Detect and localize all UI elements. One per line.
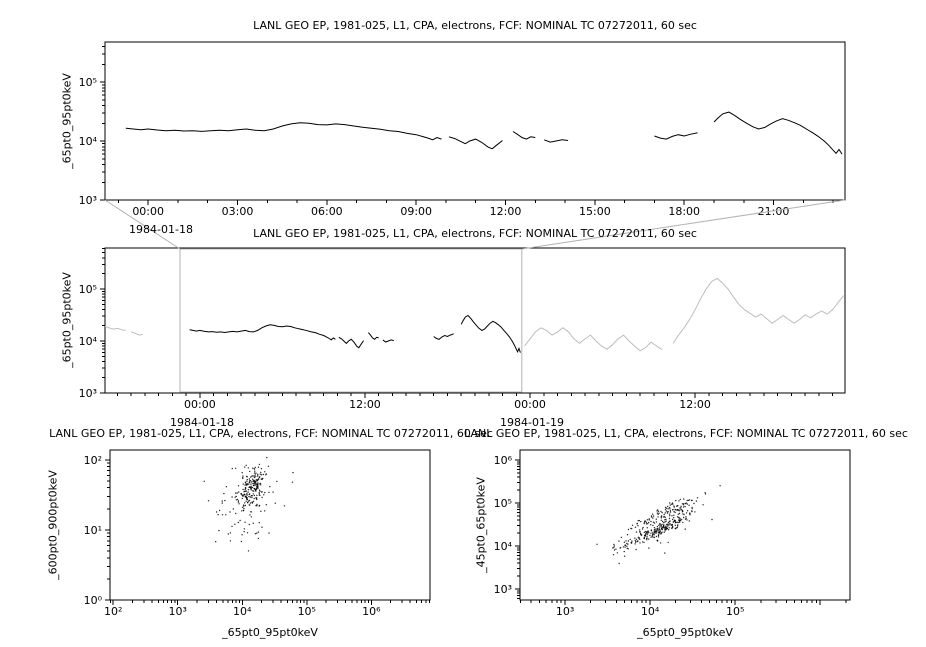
panel-context-date-label-2: 1984-01-19 xyxy=(500,416,564,429)
panel-scatter-right-xlabel: _65pt0_95pt0keV xyxy=(637,626,733,639)
svg-text:10⁴: 10⁴ xyxy=(79,335,98,348)
svg-text:10³: 10³ xyxy=(79,194,97,207)
panel-context-ylabel: _65pt0_95pt0keV xyxy=(60,272,74,368)
svg-text:09:00: 09:00 xyxy=(400,205,432,218)
svg-text:12:00: 12:00 xyxy=(679,398,711,411)
series-context-outside-range xyxy=(130,331,143,336)
series-selected-range xyxy=(368,332,379,340)
svg-text:21:00: 21:00 xyxy=(758,205,790,218)
series-electron-flux-65-95keV xyxy=(512,131,536,140)
svg-text:10⁶: 10⁶ xyxy=(494,454,513,467)
axis-ticks-top xyxy=(100,46,834,205)
svg-text:10⁵: 10⁵ xyxy=(79,76,97,89)
svg-text:10³: 10³ xyxy=(79,387,97,400)
panel-scatter-left-xlabel: _65pt0_95pt0keV xyxy=(222,626,318,639)
context-connector-right xyxy=(521,199,846,250)
svg-text:10⁶: 10⁶ xyxy=(362,605,381,618)
svg-text:10⁵: 10⁵ xyxy=(726,605,744,618)
svg-text:15:00: 15:00 xyxy=(579,205,611,218)
panel-scatter-right-ylabel: _45pt0_65pt0keV xyxy=(474,477,488,573)
panel-context-date-label-1: 1984-01-18 xyxy=(170,416,234,429)
plot-area-context[interactable] xyxy=(104,247,846,394)
panel-scatter-left: 10² 10³ 10⁴ 10⁵ 10⁶ 10⁰ 10¹ 10² xyxy=(84,449,431,618)
svg-text:12:00: 12:00 xyxy=(349,398,381,411)
series-selected-range xyxy=(189,324,336,341)
svg-text:10⁵: 10⁵ xyxy=(79,283,97,296)
series-electron-flux-65-95keV xyxy=(544,139,569,143)
series-context-outside-range xyxy=(524,327,663,352)
svg-text:10⁴: 10⁴ xyxy=(79,135,98,148)
svg-text:10³: 10³ xyxy=(169,605,187,618)
plot-area-scatter-left[interactable] xyxy=(109,449,431,601)
svg-text:10⁴: 10⁴ xyxy=(641,605,660,618)
svg-text:10⁴: 10⁴ xyxy=(494,540,513,553)
panel-scatter-left-title: LANL GEO EP, 1981-025, L1, CPA, electron… xyxy=(49,427,493,440)
series-context-outside-range xyxy=(672,277,844,344)
panel-top-date-label: 1984-01-18 xyxy=(129,223,193,236)
svg-text:06:00: 06:00 xyxy=(311,205,343,218)
series-electron-flux-65-95keV xyxy=(713,111,843,155)
svg-text:00:00: 00:00 xyxy=(184,398,216,411)
panel-context-title: LANL GEO EP, 1981-025, L1, CPA, electron… xyxy=(253,227,697,240)
axis-ticks-context xyxy=(100,248,834,398)
svg-text:10³: 10³ xyxy=(494,583,512,596)
svg-text:00:00: 00:00 xyxy=(132,205,164,218)
series-selected-range xyxy=(338,336,365,349)
svg-text:00:00: 00:00 xyxy=(514,398,546,411)
panel-context: 00:00 12:00 00:00 12:00 10³ 10⁴ 10⁵ xyxy=(79,247,846,411)
panel-scatter-right: 10³ 10⁴ 10⁵ 10³ 10⁴ 10⁵ 10⁶ xyxy=(494,449,851,618)
series-electron-flux-65-95keV xyxy=(448,136,503,150)
svg-text:12:00: 12:00 xyxy=(490,205,522,218)
series-electron-flux-65-95keV xyxy=(654,132,698,140)
axis-tick-labels-scatter-right: 10³ 10⁴ 10⁵ 10³ 10⁴ 10⁵ 10⁶ xyxy=(494,454,745,618)
plot-area-scatter-right[interactable] xyxy=(519,449,851,601)
svg-text:10¹: 10¹ xyxy=(84,524,102,537)
svg-text:10²: 10² xyxy=(104,605,122,618)
plot-area-top[interactable] xyxy=(104,41,846,201)
panel-top-ylabel: _65pt0_95pt0keV xyxy=(60,73,74,169)
series-electron-flux-65-95keV xyxy=(125,122,442,141)
svg-text:10⁵: 10⁵ xyxy=(298,605,316,618)
panel-scatter-right-title: LANL GEO EP, 1981-025, L1, CPA, electron… xyxy=(464,427,908,440)
svg-text:10⁰: 10⁰ xyxy=(84,594,103,607)
series-context-outside-range xyxy=(105,326,126,331)
context-connector-left xyxy=(104,199,181,250)
axis-ticks-scatter-left xyxy=(105,459,431,605)
data-top xyxy=(125,111,843,155)
axis-tick-labels-scatter-left: 10² 10³ 10⁴ 10⁵ 10⁶ 10⁰ 10¹ 10² xyxy=(84,454,381,618)
panel-top-title: LANL GEO EP, 1981-025, L1, CPA, electron… xyxy=(253,19,697,32)
panel-top: 00:00 03:00 06:00 09:00 12:00 15:00 18:00 21:00… xyxy=(79,41,846,218)
svg-text:03:00: 03:00 xyxy=(222,205,254,218)
series-selected-range xyxy=(382,339,394,343)
svg-text:10⁵: 10⁵ xyxy=(494,497,512,510)
data-scatter-right xyxy=(596,485,721,565)
data-context xyxy=(105,277,844,354)
context-highlight-box[interactable] xyxy=(104,199,846,393)
svg-text:18:00: 18:00 xyxy=(668,205,700,218)
svg-text:10⁴: 10⁴ xyxy=(233,605,252,618)
axis-ticks-scatter-right xyxy=(515,459,847,605)
series-selected-range xyxy=(460,314,521,354)
data-scatter-left xyxy=(203,456,294,552)
series-selected-range xyxy=(433,333,454,340)
svg-text:10³: 10³ xyxy=(556,605,574,618)
axis-tick-labels-top: 00:00 03:00 06:00 09:00 12:00 15:00 18:00 21:00… xyxy=(79,76,790,218)
axis-tick-labels-context: 00:00 12:00 00:00 12:00 10³ 10⁴ 10⁵ xyxy=(79,283,711,411)
svg-text:10²: 10² xyxy=(84,454,102,467)
panel-scatter-left-ylabel: _600pt0_900pt0keV xyxy=(46,470,60,580)
